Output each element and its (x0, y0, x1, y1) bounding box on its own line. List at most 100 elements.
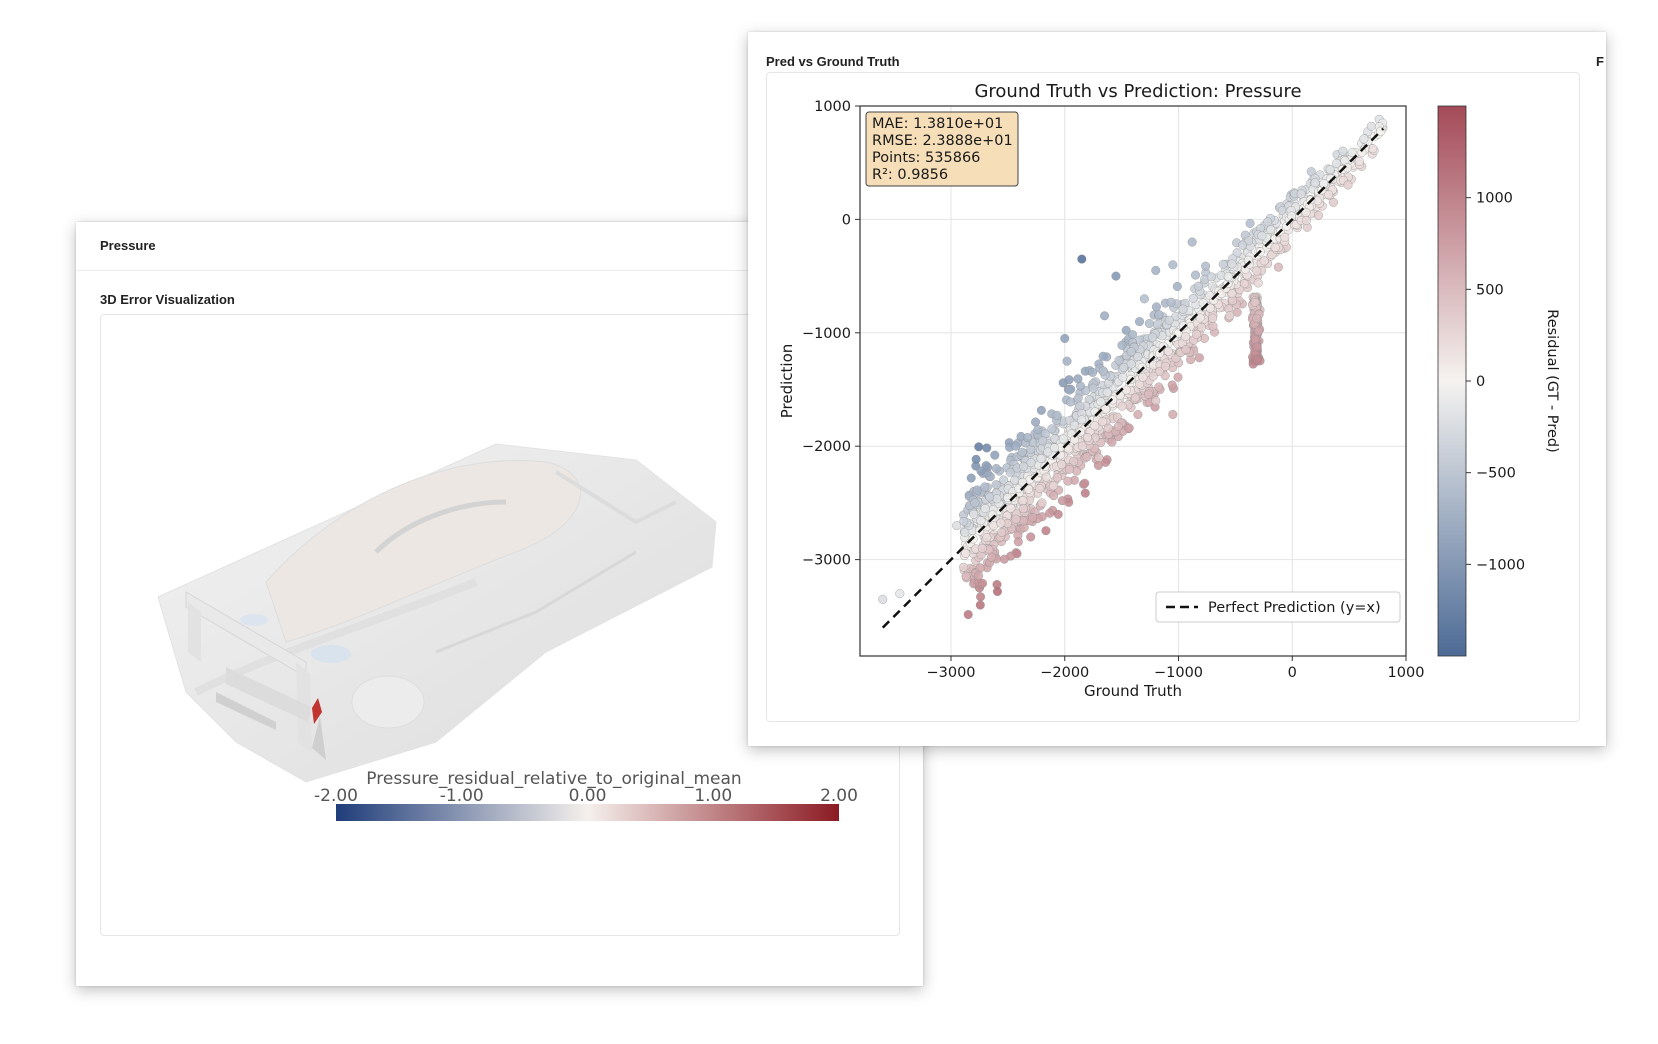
colorbar-tick-label: 1.00 (694, 786, 732, 806)
data-point (1057, 460, 1067, 470)
data-point (1160, 361, 1170, 371)
data-point (1088, 383, 1098, 393)
colorbar-tick-label: 0 (1476, 374, 1485, 390)
data-point (1130, 393, 1140, 403)
data-point (1064, 385, 1074, 395)
data-point (1270, 242, 1280, 252)
data-point (1138, 372, 1148, 382)
data-point (1026, 532, 1036, 542)
data-point (1045, 508, 1055, 518)
data-point (1035, 484, 1045, 493)
x-tick-label: −2000 (1040, 665, 1089, 681)
data-point (1181, 345, 1191, 355)
data-point (1069, 420, 1079, 430)
data-point (1031, 417, 1041, 427)
data-point (1064, 464, 1074, 474)
data-point (1301, 207, 1311, 217)
data-point (1063, 476, 1073, 486)
data-point (1013, 537, 1023, 547)
scatter-chart[interactable]: Ground Truth vs Prediction: Pressure −30… (748, 32, 1606, 746)
data-point (1118, 372, 1128, 382)
data-point (1324, 190, 1334, 200)
data-point (1011, 514, 1021, 524)
data-point (1019, 461, 1029, 471)
data-point (1338, 146, 1348, 156)
data-point (1101, 404, 1111, 414)
data-point (1058, 434, 1068, 444)
data-point (1154, 310, 1164, 320)
data-point (1343, 180, 1353, 190)
data-point (1069, 456, 1079, 466)
next-card-title-clipped: F (1596, 54, 1604, 69)
data-point (966, 473, 976, 483)
data-point (999, 554, 1009, 564)
data-point (1151, 302, 1161, 312)
data-point (997, 527, 1007, 537)
x-tick-label: 0 (1288, 665, 1297, 681)
data-point (1273, 262, 1283, 272)
data-point (1152, 319, 1162, 329)
outlier-point (878, 594, 888, 604)
colorbar-title: Pressure_residual_relative_to_original_m… (366, 769, 741, 789)
data-point (1041, 472, 1051, 482)
data-point (977, 543, 987, 553)
colorbar-tick-label: 1000 (1476, 191, 1513, 207)
data-point (1057, 496, 1067, 506)
stats-line: R²: 0.9856 (872, 167, 948, 183)
data-point (1238, 240, 1248, 250)
data-point (1133, 410, 1143, 420)
data-point (1332, 158, 1342, 168)
data-point (975, 600, 985, 610)
cluster-point (1252, 342, 1262, 352)
data-point (1119, 362, 1129, 372)
data-point (1023, 433, 1033, 443)
x-tick-label: −3000 (926, 665, 975, 681)
outlier-point (1253, 278, 1263, 288)
data-point (1028, 513, 1038, 523)
data-point (980, 482, 990, 492)
outlier-point (952, 521, 962, 531)
data-point (1098, 351, 1108, 361)
data-point (1049, 491, 1059, 501)
data-point (1154, 382, 1164, 392)
data-point (991, 480, 1001, 490)
colorbar-tick-label: -1.00 (440, 786, 484, 806)
data-point (1232, 248, 1242, 258)
data-point (963, 610, 973, 619)
data-point (1173, 372, 1183, 382)
data-point (972, 485, 982, 495)
data-point (1206, 272, 1216, 282)
cluster-point (1253, 355, 1262, 365)
outlier-point (1037, 498, 1047, 508)
data-point (959, 516, 969, 526)
outlier-point (1225, 311, 1235, 321)
data-point (1053, 473, 1062, 483)
stats-line: Points: 535866 (872, 150, 980, 166)
outlier-point (1139, 294, 1149, 304)
stats-box (865, 111, 1019, 187)
colorbar-tick-label: 2.00 (820, 786, 858, 806)
section-title: 3D Error Visualization (100, 292, 235, 307)
3d-error-viewport[interactable]: Pressure_residual_relative_to_original_m… (76, 222, 923, 986)
data-point (1310, 178, 1320, 188)
data-point (1144, 389, 1154, 399)
y-tick-label: 1000 (814, 99, 851, 115)
data-point (976, 592, 986, 602)
data-point (1018, 496, 1028, 506)
data-point (1066, 397, 1076, 407)
colorbar-tick-label: 500 (1476, 282, 1504, 298)
data-point (1178, 321, 1188, 331)
data-point (1047, 424, 1057, 434)
outlier-point (1168, 409, 1178, 419)
data-point (1011, 441, 1021, 451)
data-point (1167, 380, 1177, 390)
data-point (1257, 231, 1267, 241)
data-point (1280, 232, 1290, 242)
data-point (961, 548, 971, 558)
data-point (1064, 375, 1074, 385)
data-point (1114, 355, 1124, 365)
data-point (978, 578, 988, 588)
x-tick-label: 1000 (1388, 665, 1425, 681)
cluster-point (1253, 326, 1263, 336)
data-point (1144, 319, 1154, 328)
